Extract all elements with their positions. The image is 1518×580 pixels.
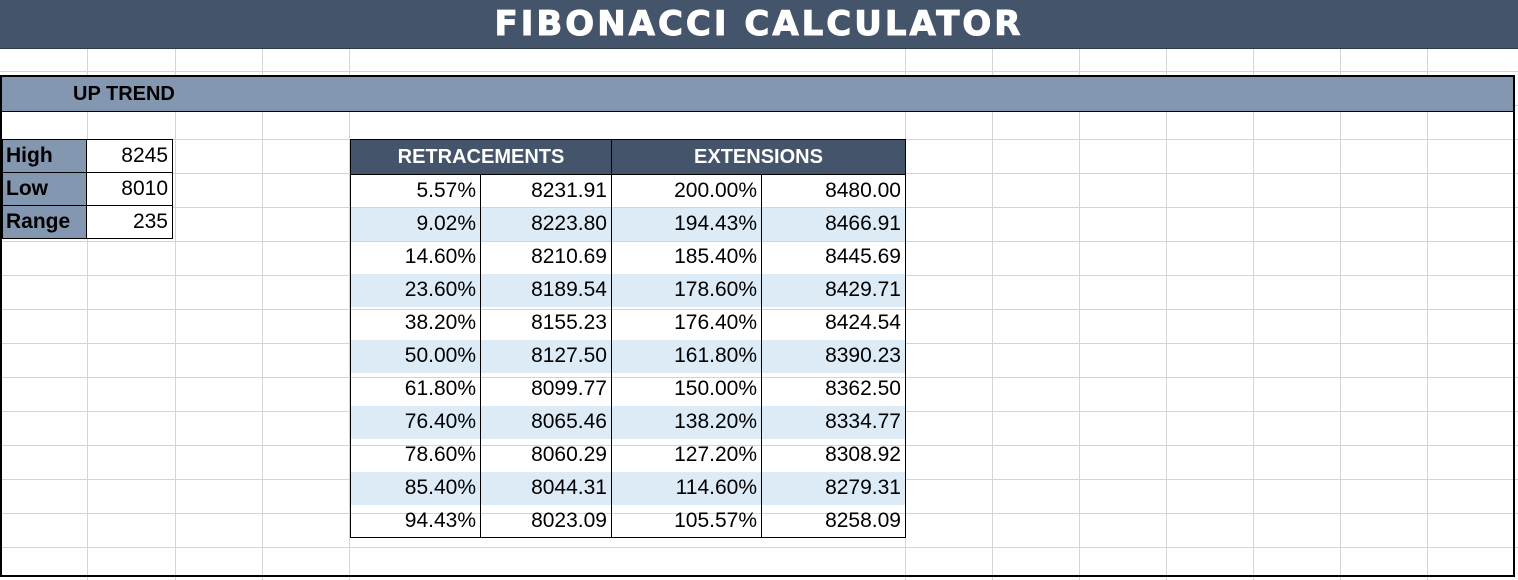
trend-label: UP TREND xyxy=(73,82,175,105)
retracement-pct-cell[interactable]: 78.60% xyxy=(350,438,481,472)
retracement-value-cell[interactable]: 8044.31 xyxy=(480,471,612,505)
input-row-low: Low 8010 xyxy=(2,172,173,206)
extension-value-cell[interactable]: 8258.09 xyxy=(761,504,906,538)
extension-pct-cell[interactable]: 194.43% xyxy=(611,207,762,241)
retracement-value-cell[interactable]: 8189.54 xyxy=(480,273,612,307)
table-row: 14.60% 8210.69 185.40% 8445.69 xyxy=(350,240,906,274)
table-row: 78.60% 8060.29 127.20% 8308.92 xyxy=(350,438,906,472)
retracement-pct-cell[interactable]: 61.80% xyxy=(350,372,481,406)
input-row-range: Range 235 xyxy=(2,205,173,239)
retracement-value-cell[interactable]: 8065.46 xyxy=(480,405,612,439)
table-row: 76.40% 8065.46 138.20% 8334.77 xyxy=(350,405,906,439)
extension-pct-cell[interactable]: 176.40% xyxy=(611,306,762,340)
extension-value-cell[interactable]: 8334.77 xyxy=(761,405,906,439)
table-row: 50.00% 8127.50 161.80% 8390.23 xyxy=(350,339,906,373)
retracements-header: RETRACEMENTS xyxy=(350,139,612,175)
retracement-pct-cell[interactable]: 50.00% xyxy=(350,339,481,373)
trend-banner: UP TREND xyxy=(2,77,1513,112)
extension-pct-cell[interactable]: 127.20% xyxy=(611,438,762,472)
table-row: 94.43% 8023.09 105.57% 8258.09 xyxy=(350,504,906,538)
retracement-pct-cell[interactable]: 94.43% xyxy=(350,504,481,538)
extension-value-cell[interactable]: 8279.31 xyxy=(761,471,906,505)
high-label: High xyxy=(2,139,87,173)
range-value-cell[interactable]: 235 xyxy=(86,205,173,239)
retracement-pct-cell[interactable]: 5.57% xyxy=(350,174,481,208)
table-row: 61.80% 8099.77 150.00% 8362.50 xyxy=(350,372,906,406)
retracement-value-cell[interactable]: 8099.77 xyxy=(480,372,612,406)
calculator-frame xyxy=(0,75,1515,577)
extension-value-cell[interactable]: 8466.91 xyxy=(761,207,906,241)
retracement-pct-cell[interactable]: 23.60% xyxy=(350,273,481,307)
retracement-pct-cell[interactable]: 85.40% xyxy=(350,471,481,505)
retracement-pct-cell[interactable]: 76.40% xyxy=(350,405,481,439)
table-row: 38.20% 8155.23 176.40% 8424.54 xyxy=(350,306,906,340)
retracement-value-cell[interactable]: 8231.91 xyxy=(480,174,612,208)
table-row: 5.57% 8231.91 200.00% 8480.00 xyxy=(350,174,906,208)
table-row: 23.60% 8189.54 178.60% 8429.71 xyxy=(350,273,906,307)
extension-pct-cell[interactable]: 105.57% xyxy=(611,504,762,538)
low-label: Low xyxy=(2,172,87,206)
extension-pct-cell[interactable]: 200.00% xyxy=(611,174,762,208)
extension-value-cell[interactable]: 8424.54 xyxy=(761,306,906,340)
extension-pct-cell[interactable]: 150.00% xyxy=(611,372,762,406)
extension-pct-cell[interactable]: 178.60% xyxy=(611,273,762,307)
input-row-high: High 8245 xyxy=(2,139,173,173)
range-label: Range xyxy=(2,205,87,239)
extension-value-cell[interactable]: 8308.92 xyxy=(761,438,906,472)
extension-pct-cell[interactable]: 138.20% xyxy=(611,405,762,439)
fib-header-row: RETRACEMENTS EXTENSIONS xyxy=(350,139,906,175)
retracement-value-cell[interactable]: 8060.29 xyxy=(480,438,612,472)
extension-value-cell[interactable]: 8445.69 xyxy=(761,240,906,274)
table-row: 85.40% 8044.31 114.60% 8279.31 xyxy=(350,471,906,505)
title-banner: FIBONACCI CALCULATOR xyxy=(0,0,1518,49)
inputs-table: High 8245 Low 8010 Range 235 xyxy=(2,139,173,239)
fibonacci-table: RETRACEMENTS EXTENSIONS 5.57% 8231.91 200.… xyxy=(350,139,906,538)
retracement-pct-cell[interactable]: 14.60% xyxy=(350,240,481,274)
extension-pct-cell[interactable]: 185.40% xyxy=(611,240,762,274)
extensions-header: EXTENSIONS xyxy=(611,139,906,175)
extension-pct-cell[interactable]: 161.80% xyxy=(611,339,762,373)
extension-value-cell[interactable]: 8429.71 xyxy=(761,273,906,307)
retracement-value-cell[interactable]: 8127.50 xyxy=(480,339,612,373)
retracement-value-cell[interactable]: 8223.80 xyxy=(480,207,612,241)
fib-body: 5.57% 8231.91 200.00% 8480.00 9.02% 8223.80 19… xyxy=(350,174,906,538)
extension-value-cell[interactable]: 8390.23 xyxy=(761,339,906,373)
low-value-cell[interactable]: 8010 xyxy=(86,172,173,206)
extension-value-cell[interactable]: 8480.00 xyxy=(761,174,906,208)
retracement-pct-cell[interactable]: 38.20% xyxy=(350,306,481,340)
retracement-value-cell[interactable]: 8210.69 xyxy=(480,240,612,274)
retracement-value-cell[interactable]: 8155.23 xyxy=(480,306,612,340)
retracement-pct-cell[interactable]: 9.02% xyxy=(350,207,481,241)
page-title: FIBONACCI CALCULATOR xyxy=(494,4,1024,45)
retracement-value-cell[interactable]: 8023.09 xyxy=(480,504,612,538)
extension-pct-cell[interactable]: 114.60% xyxy=(611,471,762,505)
high-value-cell[interactable]: 8245 xyxy=(86,139,173,173)
extension-value-cell[interactable]: 8362.50 xyxy=(761,372,906,406)
table-row: 9.02% 8223.80 194.43% 8466.91 xyxy=(350,207,906,241)
